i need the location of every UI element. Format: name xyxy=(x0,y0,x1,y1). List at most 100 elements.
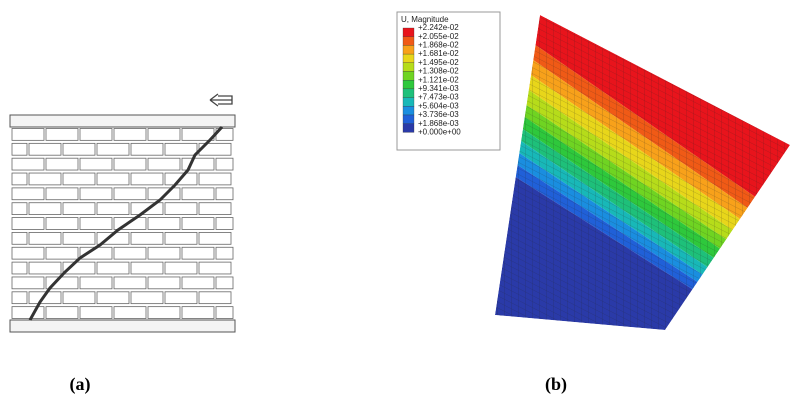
brick xyxy=(28,142,62,156)
brick xyxy=(130,261,164,275)
brick xyxy=(96,202,130,215)
legend-label: +2.242e-02 xyxy=(418,23,459,32)
legend-swatch xyxy=(402,114,415,124)
brick xyxy=(164,232,198,245)
legend-swatch xyxy=(402,36,415,46)
brick xyxy=(79,306,113,319)
brick xyxy=(62,202,96,215)
brick xyxy=(198,291,232,305)
brick xyxy=(198,232,232,245)
brick xyxy=(147,306,181,319)
brick xyxy=(45,157,79,171)
brick xyxy=(62,261,96,275)
brick xyxy=(11,217,45,230)
brick xyxy=(11,291,28,305)
legend-swatch xyxy=(402,80,415,90)
brick xyxy=(215,187,234,201)
brick xyxy=(62,142,96,156)
legend-swatch xyxy=(402,45,415,55)
brick xyxy=(11,276,45,290)
brick xyxy=(164,261,198,275)
legend-label: +5.604e-03 xyxy=(418,101,459,110)
legend-swatch xyxy=(402,71,415,81)
legend-label: +1.308e-02 xyxy=(418,67,459,76)
legend-swatch xyxy=(402,53,415,63)
brick xyxy=(130,291,164,305)
brick xyxy=(113,128,147,141)
legend-label: +1.868e-03 xyxy=(418,119,459,128)
brick xyxy=(96,291,130,305)
brick xyxy=(28,291,62,305)
legend-swatch xyxy=(402,123,415,133)
legend-label: +1.681e-02 xyxy=(418,49,459,58)
brick xyxy=(113,306,147,319)
brick xyxy=(79,217,113,230)
brick xyxy=(62,172,96,186)
brick xyxy=(130,172,164,186)
brick xyxy=(113,246,147,260)
brick xyxy=(147,157,181,171)
brick xyxy=(11,202,28,215)
brick xyxy=(215,276,234,290)
brick xyxy=(79,276,113,290)
brick xyxy=(181,276,215,290)
legend-title: U, Magnitude xyxy=(401,15,449,24)
legend-swatch xyxy=(402,106,415,116)
legend-label: +0.000e+00 xyxy=(418,128,461,137)
caption: (a) xyxy=(70,374,91,395)
brick xyxy=(215,217,234,230)
brick xyxy=(11,187,45,201)
mesh-lines xyxy=(495,15,790,330)
brick xyxy=(45,217,79,230)
brick xyxy=(11,172,28,186)
brick xyxy=(11,142,28,156)
brick xyxy=(198,172,232,186)
load-arrow xyxy=(209,93,233,107)
legend-label: +1.495e-02 xyxy=(418,58,459,67)
brick xyxy=(181,246,215,260)
brick xyxy=(28,261,62,275)
brick xyxy=(147,187,181,201)
caption: (b) xyxy=(545,374,567,395)
top-beam xyxy=(9,114,236,128)
brick xyxy=(113,276,147,290)
legend-label: +7.473e-03 xyxy=(418,93,459,102)
brick xyxy=(147,128,181,141)
crack xyxy=(28,125,224,321)
brick xyxy=(45,306,79,319)
brick xyxy=(130,142,164,156)
legend-swatch xyxy=(402,62,415,72)
brick xyxy=(198,202,232,215)
brick xyxy=(79,187,113,201)
brick xyxy=(147,276,181,290)
legend-box xyxy=(396,11,501,151)
legend: +2.242e-02+2.055e-02+1.868e-02+1.681e-02… xyxy=(402,23,461,137)
brick xyxy=(11,128,45,141)
brick xyxy=(11,306,45,319)
brick xyxy=(147,217,181,230)
brick xyxy=(62,291,96,305)
brick xyxy=(11,246,45,260)
brick xyxy=(164,291,198,305)
brick xyxy=(181,187,215,201)
legend-swatch xyxy=(402,97,415,107)
brick xyxy=(96,172,130,186)
bottom-beam xyxy=(9,319,236,333)
brick xyxy=(79,128,113,141)
brick xyxy=(147,246,181,260)
brick xyxy=(28,172,62,186)
brick xyxy=(181,217,215,230)
brick xyxy=(215,246,234,260)
legend-swatch xyxy=(402,27,415,37)
brick xyxy=(11,261,28,275)
legend-swatch xyxy=(402,88,415,98)
brick xyxy=(45,246,79,260)
brick xyxy=(113,187,147,201)
brick xyxy=(45,187,79,201)
legend-label: +2.055e-02 xyxy=(418,32,459,41)
brick xyxy=(215,157,234,171)
brick xyxy=(130,232,164,245)
brick xyxy=(164,202,198,215)
legend-label: +1.868e-02 xyxy=(418,41,459,50)
